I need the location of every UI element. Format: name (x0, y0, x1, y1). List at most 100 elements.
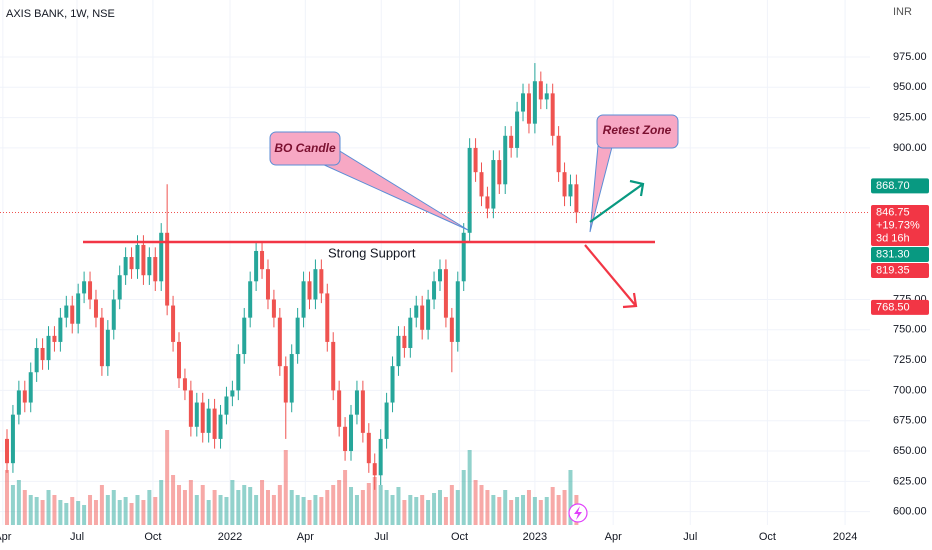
volume-bar (105, 495, 110, 525)
volume-bar (473, 480, 478, 525)
volume-bar (260, 480, 265, 525)
volume-bar (521, 495, 526, 525)
volume-bar (177, 485, 182, 525)
volume-bar (16, 480, 21, 525)
volume-bar (147, 490, 152, 525)
volume-bar (70, 497, 75, 525)
candle-body (532, 81, 537, 124)
price-label-text: 846.75 (876, 206, 910, 218)
volume-bar (544, 497, 549, 525)
candle-body (307, 281, 312, 300)
volume-bar (360, 490, 365, 525)
x-tick-label: Apr (297, 531, 314, 543)
y-tick-label: 975.00 (893, 51, 927, 63)
y-tick-label: 700.00 (893, 384, 927, 396)
x-tick-label: Jul (683, 531, 697, 543)
candle-body (497, 160, 502, 185)
y-tick-label: 950.00 (893, 81, 927, 93)
x-tick-label: Jul (70, 531, 84, 543)
candle-body (491, 160, 496, 209)
volume-bar (117, 500, 122, 525)
candle-body (88, 281, 93, 300)
candle-body (129, 257, 134, 270)
candle-body (206, 408, 211, 433)
candle-body (473, 147, 478, 173)
volume-bar (467, 450, 472, 525)
candle-body (153, 257, 158, 282)
support-label: Strong Support (328, 245, 416, 260)
volume-bar (188, 480, 193, 525)
candle-body (76, 293, 81, 324)
volume-bar (390, 495, 395, 525)
candle-body (230, 390, 235, 397)
volume-bar (236, 490, 241, 525)
bo-pointer (321, 149, 469, 231)
candle-body (141, 244, 146, 276)
volume-bar (289, 490, 294, 525)
candle-body (432, 281, 437, 300)
price-label-text: 831.30 (876, 248, 910, 260)
candle-body (426, 299, 431, 330)
candle-body (325, 293, 330, 342)
candle-body (437, 269, 442, 282)
candle-layer (4, 63, 579, 490)
candle-body (420, 305, 425, 330)
candle-body (64, 305, 69, 318)
volume-bar (34, 497, 39, 525)
candle-body (301, 281, 306, 318)
bo-label: BO Candle (274, 141, 336, 155)
volume-bar (159, 480, 164, 525)
candle-body (544, 93, 549, 100)
x-tick-label: Apr (605, 531, 622, 543)
candle-body (331, 341, 336, 391)
candle-body (408, 317, 413, 348)
price-label-text: 868.70 (876, 180, 910, 192)
volume-bar (325, 490, 330, 525)
candle-body (117, 275, 122, 300)
volume-bar (218, 495, 223, 525)
candle-body (182, 378, 187, 391)
candle-body (349, 414, 354, 452)
volume-bar (556, 495, 561, 525)
volume-bar (313, 495, 318, 525)
volume-bar (414, 497, 419, 525)
candle-body (343, 426, 348, 452)
price-label-box (871, 262, 929, 278)
candle-body (46, 335, 51, 361)
volume-bar (93, 500, 98, 525)
candle-body (372, 463, 377, 476)
candle-body (171, 305, 176, 342)
y-tick-label: 750.00 (893, 324, 927, 336)
volume-bar (420, 495, 425, 525)
volume-bar (319, 497, 324, 525)
volume-bar (194, 495, 199, 525)
candle-body (538, 81, 543, 100)
candle-body (337, 390, 342, 427)
candle-body (414, 305, 419, 318)
candle-body (212, 408, 217, 439)
volume-bar (111, 490, 116, 525)
volume-bar (538, 500, 543, 525)
volume-bar (28, 495, 33, 525)
volume-bar (396, 487, 401, 525)
candle-body (194, 402, 199, 427)
candle-body (402, 335, 407, 348)
candle-body (135, 244, 140, 270)
y-tick-label: 650.00 (893, 445, 927, 457)
volume-bar (224, 497, 229, 525)
candle-body (378, 438, 383, 476)
candle-body (479, 172, 484, 197)
candle-body (360, 390, 365, 433)
volume-bar (4, 470, 9, 525)
retest-label: Retest Zone (603, 123, 672, 137)
volume-bar (200, 485, 205, 525)
x-tick-label: Oct (144, 531, 161, 543)
volume-bar (123, 497, 128, 525)
candle-body (16, 390, 21, 415)
price-label-box (871, 299, 929, 315)
candle-body (236, 354, 241, 391)
volume-bar (532, 497, 537, 525)
candle-body (40, 347, 45, 361)
volume-layer (4, 430, 579, 525)
y-tick-label: 625.00 (893, 475, 927, 487)
